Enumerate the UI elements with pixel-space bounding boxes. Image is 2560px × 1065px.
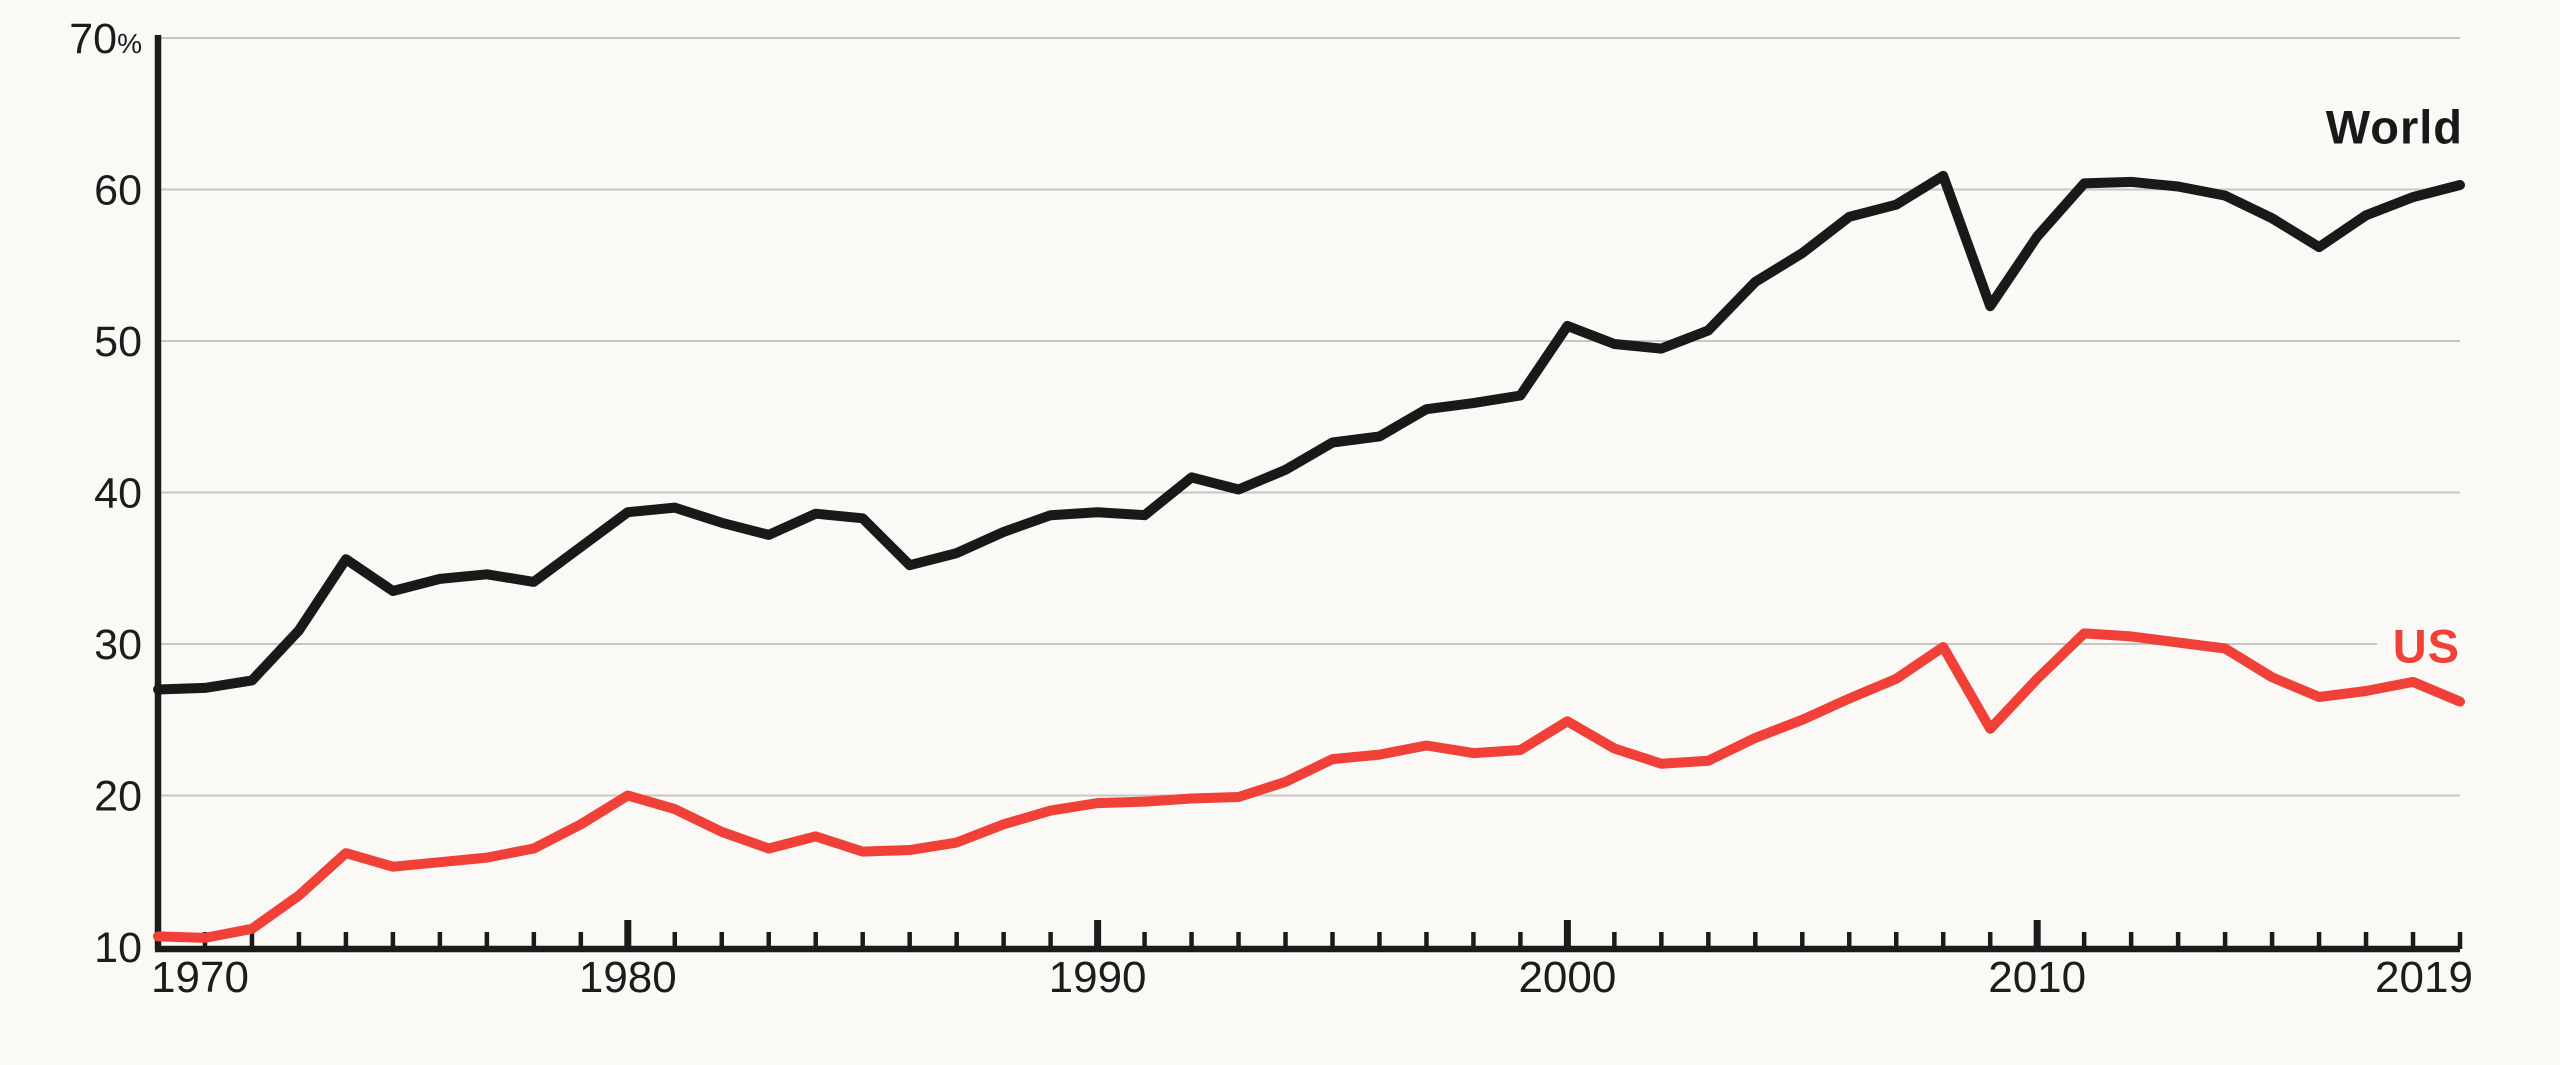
- us-line: [153, 628, 2465, 943]
- y-tick-label-40: 40: [94, 470, 142, 518]
- y-tick-label-20: 20: [94, 773, 142, 821]
- x-tick-label-2010: 2010: [1988, 953, 2086, 1002]
- world-line: [153, 170, 2465, 695]
- series-label-world: World: [2325, 100, 2463, 154]
- y-tick-label-30: 30: [94, 621, 142, 669]
- x-tick-label-2019: 2019: [2375, 953, 2473, 1002]
- x-tick-label-1990: 1990: [1049, 953, 1147, 1002]
- y-tick-label-10: 10: [94, 924, 142, 972]
- x-tick-label-1980: 1980: [579, 953, 677, 1002]
- series-label-us: US: [2376, 622, 2460, 670]
- x-tick-label-1970: 1970: [151, 953, 249, 1002]
- y-tick-label-60: 60: [94, 167, 142, 215]
- y-tick-label-50: 50: [94, 318, 142, 366]
- y-tick-label-70: 70%: [69, 15, 142, 63]
- x-tick-label-2000: 2000: [1518, 953, 1616, 1002]
